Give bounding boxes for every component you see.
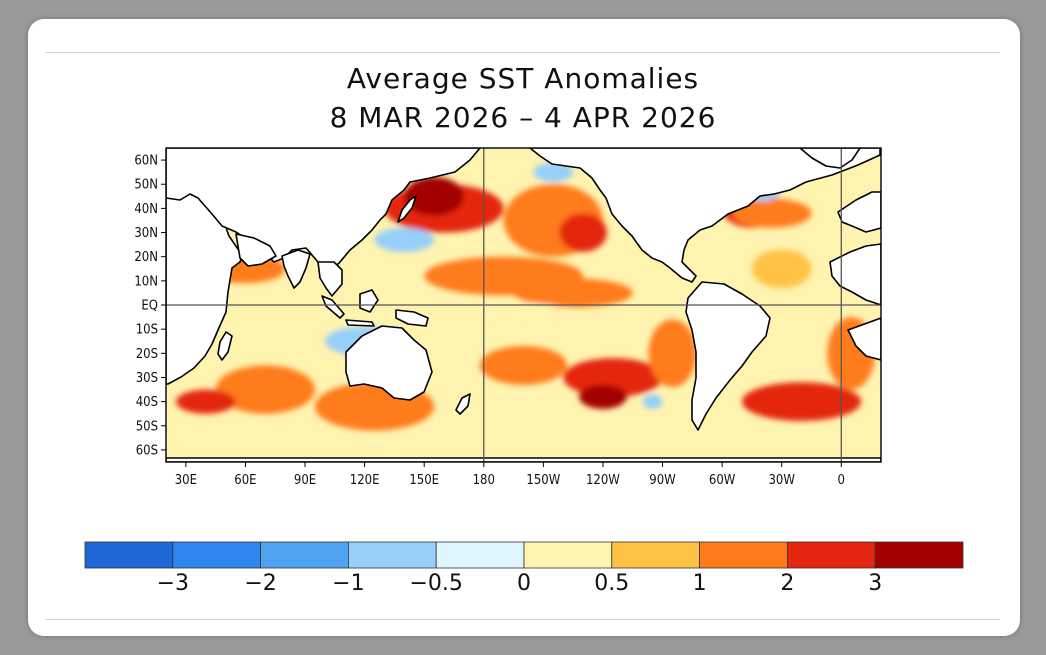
lat-tick-label: 40N (134, 202, 158, 217)
map-date-range: 8 MAR 2026 – 4 APR 2026 (329, 101, 717, 134)
europe (837, 191, 881, 233)
lon-tick-label: 60W (709, 473, 736, 488)
anomaly-region (642, 394, 663, 409)
lon-tick-label: 120E (350, 473, 380, 488)
japan (397, 195, 417, 223)
map-title: Average SST Anomalies (346, 62, 700, 95)
australia (345, 325, 433, 401)
india (281, 249, 311, 289)
anomaly-region (559, 213, 607, 252)
sumatra (321, 295, 345, 319)
colorbar-label: −0.5 (409, 571, 463, 596)
colorbar-swatch (787, 541, 876, 569)
anomaly-region (479, 346, 568, 385)
anomaly-region (563, 358, 663, 397)
colorbar-label: −3 (156, 571, 190, 596)
anomaly-region (533, 162, 574, 182)
lat-tick-label: 40S (136, 395, 158, 410)
lon-tick-label: 0 (838, 473, 845, 488)
africa-east (829, 243, 881, 306)
new-zealand (455, 393, 471, 415)
anomaly-region (648, 319, 697, 388)
southeast-asia (317, 261, 343, 297)
colorbar-label: 0 (517, 571, 531, 596)
lon-tick-label: 30W (768, 473, 795, 488)
colorbar-swatch (84, 541, 174, 569)
arabian-peninsula (235, 233, 277, 267)
new-guinea (395, 309, 429, 327)
lon-tick-label: 120W (586, 473, 620, 488)
lon-tick-label: 150W (526, 473, 560, 488)
anomaly-region (473, 302, 574, 332)
colorbar-swatch (611, 541, 700, 569)
latitude-axis: 60N 50N 40N 30N 20N 10N EQ 10S 20S 30S 40S 50S 60S (134, 154, 166, 458)
lat-tick-label: 10N (134, 274, 158, 289)
lon-tick-label: 180 (473, 473, 495, 488)
landmasses (166, 148, 881, 462)
lat-tick-label: 10S (136, 323, 158, 338)
colorbar (84, 541, 964, 569)
anomaly-region (374, 227, 435, 252)
anomaly-region (513, 278, 633, 308)
colorbar-label: −2 (244, 571, 277, 596)
anomaly-region (404, 176, 464, 216)
southern-africa-tip (847, 317, 881, 361)
lat-tick-label: 50S (136, 419, 158, 434)
colorbar-swatch (172, 541, 262, 569)
colorbar-label: 3 (868, 571, 883, 596)
lon-tick-label: 90W (649, 473, 676, 488)
lat-tick-label: 30N (134, 226, 158, 241)
anomaly-region (751, 249, 812, 289)
antarctica-edge (166, 457, 881, 462)
anomaly-region (732, 198, 812, 228)
colorbar-label: 2 (780, 571, 795, 596)
greenland (799, 148, 861, 169)
colorbar-swatch (260, 541, 349, 569)
north-america (529, 148, 881, 283)
lat-tick-label: 30S (136, 371, 158, 386)
lon-tick-label: 90E (294, 473, 316, 488)
anomaly-region (579, 384, 627, 409)
colorbar-label: 0.5 (594, 571, 630, 596)
longitude-axis: 30E 60E 90E 120E 150E 180 150W 120W 90W 60W 30W 0 (175, 462, 845, 488)
anomaly-region (215, 365, 315, 414)
lon-tick-label: 150E (409, 473, 439, 488)
colorbar-swatch (435, 541, 525, 569)
reference-lines (166, 148, 881, 462)
lat-tick-label: EQ (141, 299, 158, 314)
lat-tick-label: 60N (134, 154, 158, 169)
colorbar-swatch (523, 541, 613, 569)
lat-tick-label: 60S (136, 443, 158, 458)
colorbar-label: 1 (692, 571, 707, 596)
lon-tick-label: 30E (175, 473, 197, 488)
lat-tick-label: 20N (134, 250, 158, 265)
lon-tick-label: 60E (234, 473, 256, 488)
java (345, 319, 375, 327)
colorbar-swatch (699, 541, 788, 569)
lat-tick-label: 50N (134, 178, 158, 193)
colorbar-label: −1 (332, 571, 365, 596)
borneo (359, 289, 379, 313)
anomaly-region (741, 382, 862, 421)
anomaly-region (175, 389, 236, 414)
madagascar (217, 331, 233, 361)
colorbar-swatch (874, 541, 964, 569)
lat-tick-label: 20S (136, 347, 158, 362)
colorbar-swatch (347, 541, 437, 569)
south-america (685, 281, 771, 431)
